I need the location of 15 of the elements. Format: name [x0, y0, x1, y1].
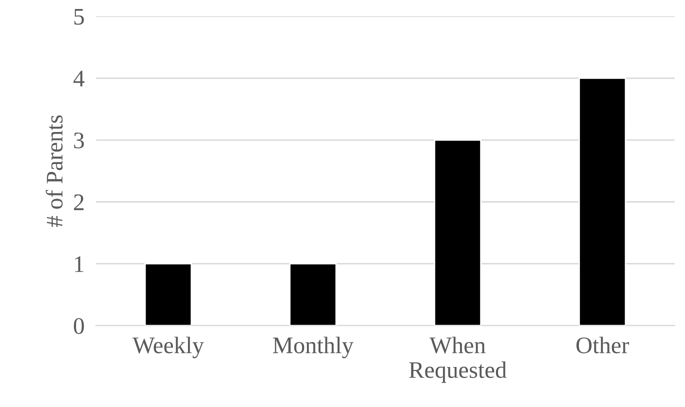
y-tick-label: 5: [74, 9, 84, 25]
y-tick-label: 4: [73, 70, 84, 86]
y-tick-label: 1: [75, 256, 84, 272]
y-tick-label: 2: [74, 194, 84, 210]
y-tick-label: 0: [74, 318, 84, 334]
bar: [144, 263, 192, 326]
x-tick-label: Weekly: [132, 336, 204, 358]
x-tick-label: Other: [576, 336, 630, 354]
y-axis-title: # of Parents: [46, 115, 63, 227]
x-tick-label: Monthly: [272, 336, 354, 358]
bar: [434, 139, 482, 326]
bar: [578, 77, 626, 326]
bar: [289, 263, 337, 326]
x-tick-label: When Requested: [409, 336, 507, 383]
y-tick-label: 3: [74, 132, 84, 148]
